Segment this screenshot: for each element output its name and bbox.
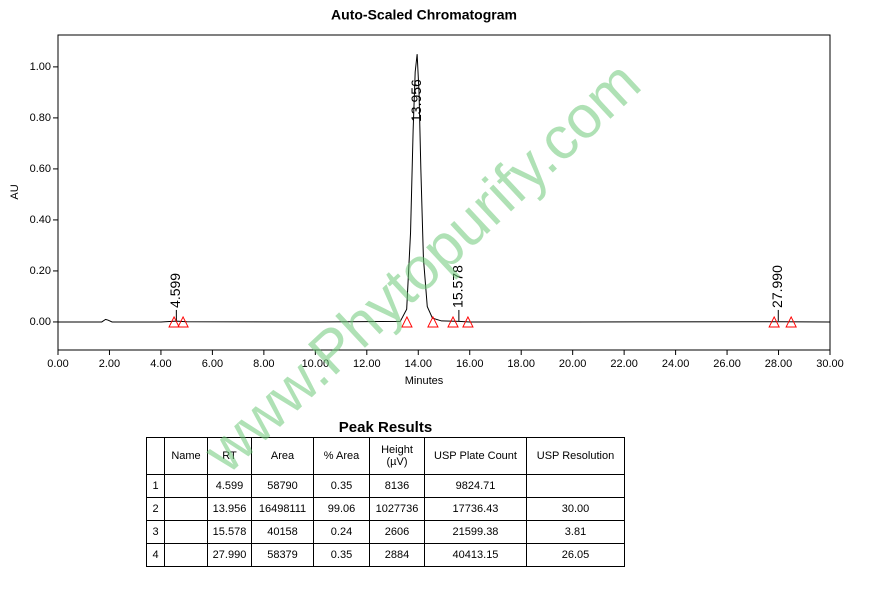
table-cell: 1 (146, 474, 165, 498)
table-row: 1 4.599 58790 0.35 8136 9824.71 (146, 474, 625, 498)
x-tick-label: 24.00 (662, 358, 690, 370)
table-cell: 58379 (251, 543, 314, 567)
table-cell: USP Plate Count (424, 437, 527, 475)
peak-label: 15.578 (450, 265, 466, 308)
table-cell: 21599.38 (424, 520, 527, 544)
x-tick-label: 6.00 (202, 358, 223, 370)
x-tick-label: 16.00 (456, 358, 484, 370)
x-tick-label: 18.00 (507, 358, 535, 370)
table-title: Peak Results (338, 419, 433, 436)
table-cell: 58790 (251, 474, 314, 498)
table-cell: 15.578 (207, 520, 252, 544)
table-cell: 9824.71 (424, 474, 527, 498)
table-cell (526, 474, 625, 498)
y-tick-label: 0.80 (30, 112, 51, 124)
table-cell: 8136 (369, 474, 425, 498)
peak-marker (462, 315, 474, 328)
peak-marker (768, 315, 780, 328)
x-tick-label: 22.00 (610, 358, 638, 370)
peak-label: 4.599 (167, 273, 183, 308)
table-cell: 2606 (369, 520, 425, 544)
x-tick-label: 20.00 (559, 358, 587, 370)
x-tick-label: 12.00 (353, 358, 381, 370)
peak-label: 27.990 (769, 265, 785, 308)
table-cell (164, 543, 208, 567)
table-cell: Height (µV) (369, 437, 425, 475)
table-cell (164, 497, 208, 521)
peak-marker (447, 315, 459, 328)
trace (58, 54, 831, 323)
table-row: 2 13.956 16498111 99.06 1027736 17736.43 30.00 (146, 497, 625, 521)
table-cell: 17736.43 (424, 497, 527, 521)
plot-frame (57, 34, 831, 351)
y-tick-label: 0.40 (30, 214, 51, 226)
y-axis-label: AU (9, 184, 21, 199)
x-tick-label: 0.00 (47, 358, 68, 370)
x-tick-label: 26.00 (713, 358, 741, 370)
table-cell: 1027736 (369, 497, 425, 521)
y-tick-label: 0.60 (30, 163, 51, 175)
y-tick-label: 1.00 (30, 61, 51, 73)
table-cell: 27.990 (207, 543, 252, 567)
peak-marker (785, 315, 797, 328)
table-cell: 3 (146, 520, 165, 544)
y-tick-label: 0.20 (30, 265, 51, 277)
chart: Auto-Scaled Chromatogram Minutes AU 0.00… (9, 7, 844, 387)
table-cell (164, 520, 208, 544)
table-cell: RT (207, 437, 252, 475)
x-tick-label: 14.00 (405, 358, 433, 370)
peak-marker (168, 315, 180, 328)
table-cell: 16498111 (251, 497, 314, 521)
x-tick-label: 30.00 (816, 358, 844, 370)
table-cell: 0.24 (313, 520, 370, 544)
table-cell: 0.35 (313, 474, 370, 498)
table-cell: 4 (146, 543, 165, 567)
peak-table: Name RT Area% Area Height (µV) USP Plate Cou… (146, 437, 625, 567)
y-tick-label: 0.00 (30, 316, 51, 328)
table-cell: 4.599 (207, 474, 252, 498)
table-row: 3 15.578 40158 0.24 2606 21599.38 3.81 (146, 520, 625, 544)
x-tick-label: 4.00 (150, 358, 171, 370)
x-axis-label: Minutes (405, 375, 444, 387)
table-cell: 40158 (251, 520, 314, 544)
x-tick-label: 2.00 (99, 358, 120, 370)
peak-marker (427, 315, 439, 328)
table-cell: 40413.15 (424, 543, 527, 567)
x-tick-label: 28.00 (765, 358, 793, 370)
x-tick-label: 8.00 (253, 358, 274, 370)
peak-marker (401, 315, 413, 328)
table-row: 4 27.990 58379 0.35 2884 40413.15 26.05 (146, 543, 625, 567)
table-cell: 2884 (369, 543, 425, 567)
table-cell: 13.956 (207, 497, 252, 521)
peak-marker (177, 315, 189, 328)
peak-label: 13.956 (408, 79, 424, 122)
table-cell: 3.81 (526, 520, 625, 544)
table-cell: 99.06 (313, 497, 370, 521)
header-row: Name RT Area% Area Height (µV) USP Plate Cou… (146, 437, 625, 475)
table-cell: 30.00 (526, 497, 625, 521)
table-cell: 26.05 (526, 543, 625, 567)
table-cell: Area (251, 437, 314, 475)
table-cell (146, 437, 165, 475)
chart-title: Auto-Scaled Chromatogram (331, 7, 517, 23)
table-cell (164, 474, 208, 498)
table-cell: % Area (313, 437, 370, 475)
x-tick-label: 10.00 (302, 358, 330, 370)
table-cell: Name (164, 437, 208, 475)
table-cell: 2 (146, 497, 165, 521)
table-cell: USP Resolution (526, 437, 625, 475)
table-cell: 0.35 (313, 543, 370, 567)
